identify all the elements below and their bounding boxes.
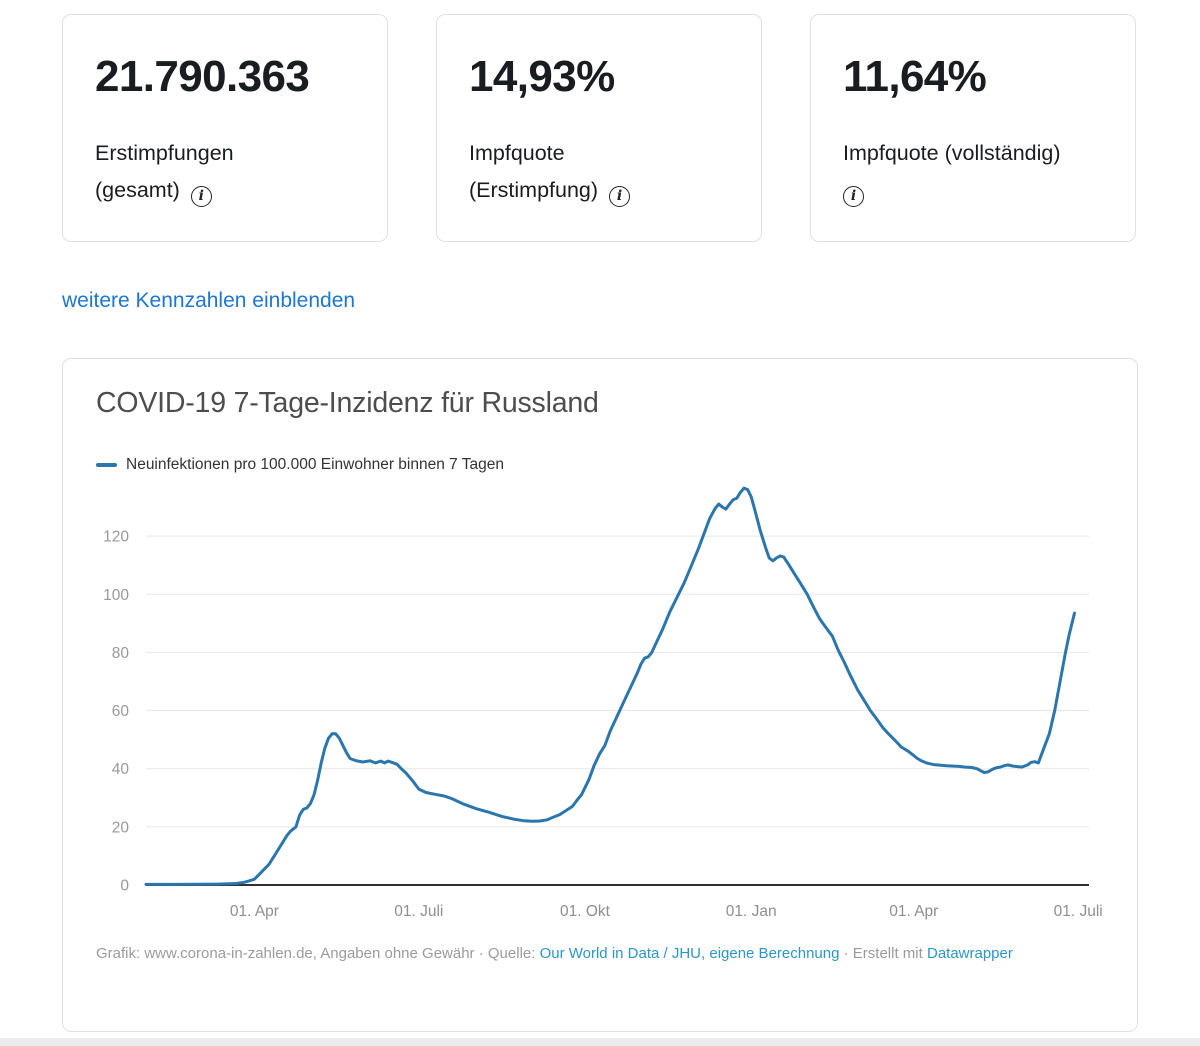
stat-label-line1: Impfquote xyxy=(469,141,565,165)
footer-attribution-text: Grafik: www.corona-in-zahlen.de, Angaben… xyxy=(96,945,540,962)
stat-label: Erstimpfungen (gesamt) i xyxy=(95,135,371,209)
stat-value: 21.790.363 xyxy=(95,52,310,101)
stat-label-line1: Impfquote (vollständig) xyxy=(843,141,1061,165)
stat-value: 11,64% xyxy=(843,52,987,101)
stat-card-impfquote-erstimpfung: 14,93% Impfquote (Erstimpfung) i xyxy=(436,14,762,242)
chart-legend: Neuinfektionen pro 100.000 Einwohner bin… xyxy=(96,456,504,474)
stat-card-impfquote-vollstaendig: 11,64% Impfquote (vollständig) i xyxy=(810,14,1136,242)
stat-value: 14,93% xyxy=(469,52,615,101)
incidence-line-chart: 0 20 40 60 80 100 120 01. Apr 01. Juli 01. Okt 01.… xyxy=(103,486,1103,920)
incidence-data-line xyxy=(144,486,1076,886)
y-tick-label: 20 xyxy=(112,819,130,836)
x-tick-label: 01. Juli xyxy=(1054,903,1103,920)
stat-label-line1: Erstimpfungen xyxy=(95,141,234,165)
stat-label-line2: (gesamt) xyxy=(95,178,180,202)
y-tick-label: 100 xyxy=(103,587,129,604)
legend-label: Neuinfektionen pro 100.000 Einwohner bin… xyxy=(126,456,505,473)
show-more-kennzahlen-link[interactable]: weitere Kennzahlen einblenden xyxy=(62,289,356,312)
x-tick-label: 01. Apr xyxy=(889,903,938,920)
x-tick-label: 01. Jan xyxy=(726,903,777,920)
y-tick-label: 80 xyxy=(112,645,130,662)
y-tick-label: 60 xyxy=(112,703,130,720)
stat-label: Impfquote (Erstimpfung) i xyxy=(469,135,745,209)
footer-created-with-text: · Erstellt mit xyxy=(839,945,927,962)
y-tick-label: 120 xyxy=(103,529,129,546)
next-section-divider xyxy=(0,1038,1200,1046)
info-icon[interactable]: i xyxy=(843,185,864,207)
stat-label: Impfquote (vollständig) i xyxy=(843,135,1119,209)
incidence-chart-card: COVID-19 7-Tage-Inzidenz für Russland Ne… xyxy=(62,358,1138,1032)
source-link[interactable]: Our World in Data / JHU, eigene Berechnu… xyxy=(539,945,840,962)
x-tick-label: 01. Juli xyxy=(394,903,443,920)
datawrapper-link[interactable]: Datawrapper xyxy=(926,945,1013,962)
legend-line-swatch-icon xyxy=(96,463,117,467)
stat-card-erstimpfungen: 21.790.363 Erstimpfungen (gesamt) i xyxy=(62,14,388,242)
chart-title: COVID-19 7-Tage-Inzidenz für Russland xyxy=(96,387,599,419)
info-icon[interactable]: i xyxy=(609,185,631,207)
y-tick-label: 40 xyxy=(112,761,130,778)
chart-footer: Grafik: www.corona-in-zahlen.de, Angaben… xyxy=(96,943,1054,965)
info-icon[interactable]: i xyxy=(190,185,212,207)
x-tick-label: 01. Okt xyxy=(560,903,611,920)
x-tick-label: 01. Apr xyxy=(230,903,279,920)
y-tick-label: 0 xyxy=(120,878,129,895)
stat-label-line2: (Erstimpfung) xyxy=(469,178,599,202)
